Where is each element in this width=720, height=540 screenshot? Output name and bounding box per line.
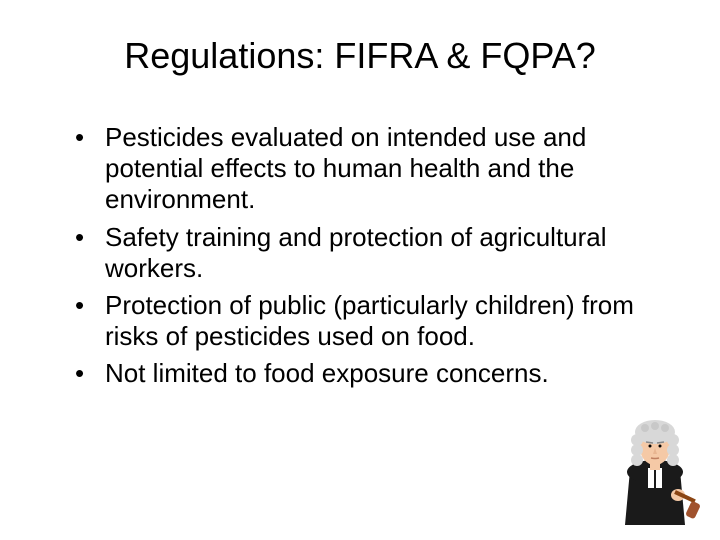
bullet-item: Protection of public (particularly child…: [75, 290, 670, 352]
bullet-item: Safety training and protection of agricu…: [75, 222, 670, 284]
bullet-item: Pesticides evaluated on intended use and…: [75, 122, 670, 216]
slide-container: Regulations: FIFRA & FQPA? Pesticides ev…: [0, 0, 720, 540]
judge-icon: [610, 410, 700, 525]
judge-clipart-image: [610, 410, 700, 525]
slide-title: Regulations: FIFRA & FQPA?: [50, 35, 670, 77]
bullet-item: Not limited to food exposure concerns.: [75, 358, 670, 389]
bullet-list: Pesticides evaluated on intended use and…: [50, 122, 670, 390]
